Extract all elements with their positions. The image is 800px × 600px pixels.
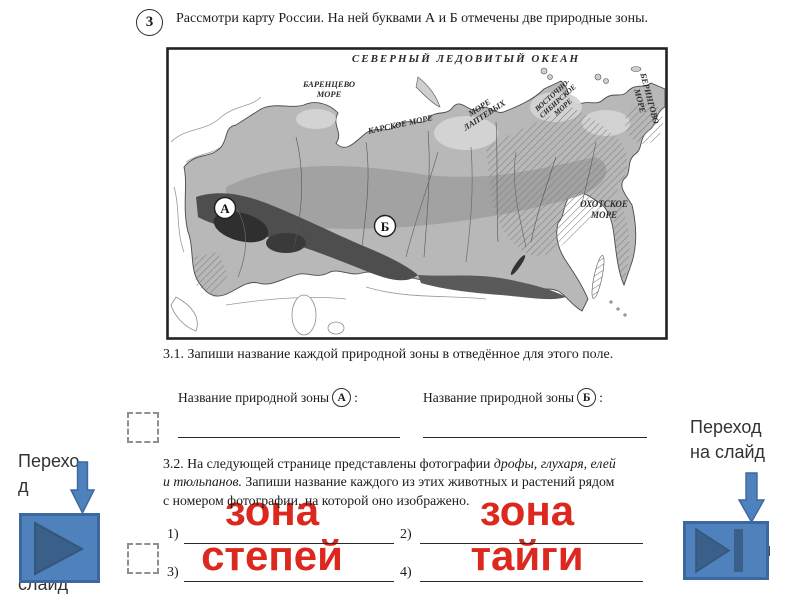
item-3-answer-line [184, 581, 394, 582]
okhotsk-sea-label: ОХОТСКОЕ [580, 199, 628, 209]
map-graphic: СЕВЕРНЫЙ ЛЕДОВИТЫЙ ОКЕАН БАРЕНЦЕВО МОРЕ … [166, 47, 668, 340]
hatched-regions [194, 100, 663, 297]
svg-text:МОРЕ: МОРЕ [316, 89, 342, 99]
placeholder-box-bottom [127, 543, 159, 574]
go-to-photo-slide-button[interactable] [19, 513, 100, 588]
down-arrow-icon [737, 472, 766, 528]
region-borders [293, 121, 597, 258]
item-2-answer-line [420, 543, 643, 544]
item-2-answer-text: тюльпан [416, 512, 573, 600]
barents-sea-label: БАРЕНЦЕВО [302, 79, 355, 89]
zone-marker-b: Б [373, 214, 397, 238]
placeholder-box-top [127, 412, 159, 443]
task-instruction: Рассмотри карту России. На ней буквами А… [176, 11, 649, 26]
item-4-number: 4) [400, 565, 412, 580]
letter-a-badge: А [332, 388, 352, 407]
ocean-label: СЕВЕРНЫЙ ЛЕДОВИТЫЙ ОКЕАН [352, 53, 580, 65]
q32-instruction: 3.2. На следующей странице представлены … [163, 456, 616, 508]
zone-marker-a: А [213, 196, 237, 220]
svg-text:А: А [220, 201, 230, 216]
zone-a-answer-line [178, 437, 400, 438]
item-2-number: 2) [400, 527, 412, 542]
item-1-answer-line [184, 543, 394, 544]
rivers [235, 146, 527, 278]
item-1-answer-text: ель [227, 512, 277, 600]
southern-seas [170, 294, 345, 336]
q31-instruction: 3.1. Запиши название каждой природной зо… [163, 347, 614, 362]
zone-b-field-label: Название природной зоны Б : [423, 388, 603, 407]
russia-natural-zones-map: СЕВЕРНЫЙ ЛЕДОВИТЫЙ ОКЕАН БАРЕНЦЕВО МОРЕ … [166, 47, 668, 340]
down-arrow-icon [69, 461, 96, 519]
task-number: 3 [145, 14, 154, 30]
next-slide-icon [695, 527, 731, 574]
letter-b-badge: Б [577, 388, 597, 407]
svg-text:Б: Б [381, 219, 390, 234]
play-icon [34, 521, 85, 576]
item-3-number: 3) [167, 565, 179, 580]
zone-b-answer-line [423, 437, 647, 438]
item-4-answer-line [420, 581, 643, 582]
task-number-badge: 3 [136, 9, 163, 36]
steppe-band [196, 193, 418, 281]
item-3-answer-text: глухар [197, 540, 336, 600]
item-4-answer-text: дроф [425, 540, 540, 600]
go-to-task-3-3-button[interactable] [683, 521, 769, 585]
svg-text:МОРЕ: МОРЕ [590, 210, 617, 220]
islands [415, 66, 642, 317]
item-1-number: 1) [167, 527, 179, 542]
zone-a-field-label: Название природной зоны А : [178, 388, 358, 407]
